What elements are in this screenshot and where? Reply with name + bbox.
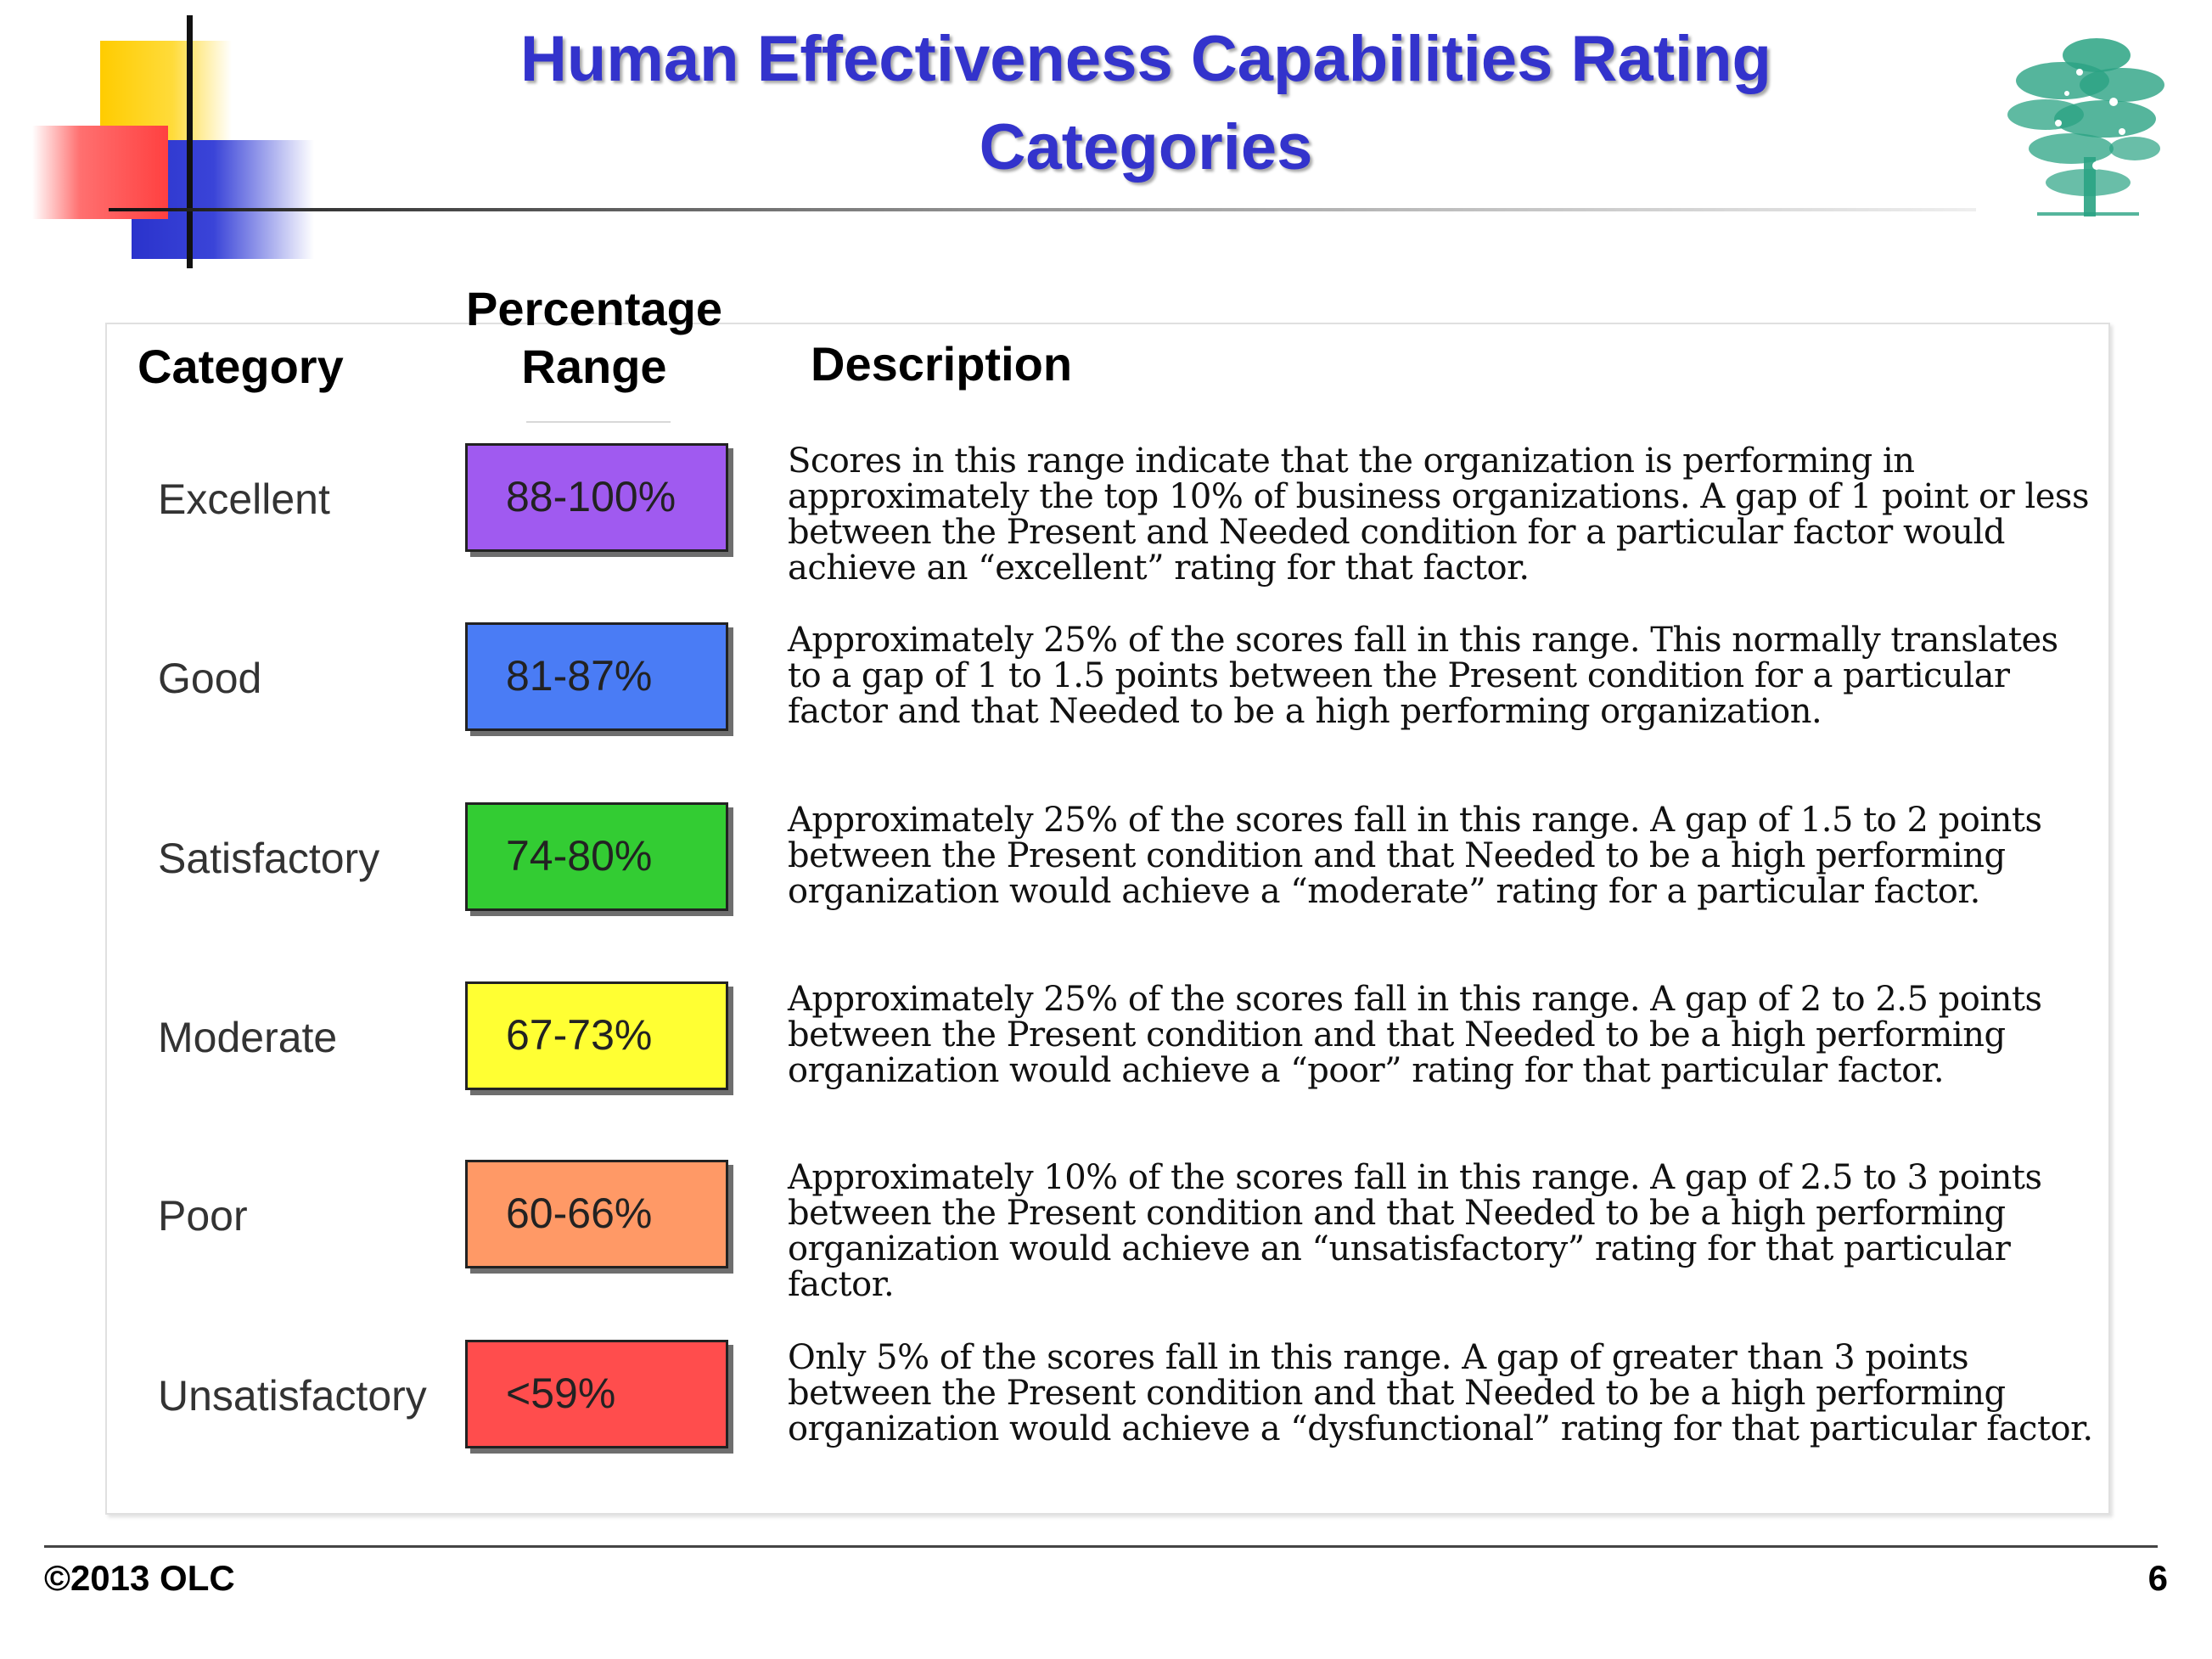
header-description: Description — [811, 337, 1073, 391]
range-label: 88-100% — [506, 473, 677, 520]
range-label: 67-73% — [506, 1011, 653, 1059]
footer-page-number: 6 — [2147, 1558, 2168, 1598]
description-text: Approximately 10% of the scores fall in … — [788, 1158, 2042, 1304]
title-underline — [109, 208, 1976, 211]
range-label: <59% — [506, 1369, 616, 1417]
range-label: 74-80% — [506, 832, 653, 880]
description-text: Approximately 25% of the scores fall in … — [788, 621, 2058, 731]
category-label: Satisfactory — [158, 835, 380, 882]
range-box: 60-66% — [465, 1160, 728, 1268]
rating-row-poor: Poor 60-66% Approximately 10% of the sco… — [0, 1160, 2212, 1302]
header-category: Category — [138, 340, 344, 393]
description-text: Approximately 25% of the scores fall in … — [788, 980, 2042, 1090]
rating-row-moderate: Moderate 67-73% Approximately 25% of the… — [0, 981, 2212, 1109]
range-box: 88-100% — [465, 443, 728, 552]
range-box: 67-73% — [465, 981, 728, 1090]
category-label: Moderate — [158, 1014, 338, 1061]
category-label: Good — [158, 655, 262, 702]
range-label: 81-87% — [506, 652, 653, 700]
slide-title: Human Effectiveness Capabilities Rating … — [340, 15, 1952, 192]
category-label: Unsatisfactory — [158, 1372, 427, 1420]
tree-icon — [2007, 38, 2164, 217]
header-percentage-line-1: Percentage — [466, 282, 722, 335]
slide-title-line-2: Categories — [979, 111, 1313, 183]
range-box: 74-80% — [465, 802, 728, 911]
footer-divider — [44, 1545, 2158, 1548]
description-text: Only 5% of the scores fall in this range… — [788, 1338, 2093, 1448]
rating-row-excellent: Excellent 88-100% Scores in this range i… — [0, 443, 2212, 586]
description-text: Approximately 25% of the scores fall in … — [788, 801, 2042, 911]
corner-red-block — [32, 126, 168, 219]
header-percentage-underline — [526, 421, 671, 423]
rating-row-unsatisfactory: Unsatisfactory <59% Only 5% of the score… — [0, 1340, 2212, 1467]
category-label: Excellent — [158, 475, 330, 523]
range-box: 81-87% — [465, 622, 728, 731]
header-percentage-range: Percentage Range — [450, 280, 738, 396]
rating-table-panel — [105, 323, 2110, 1515]
range-label: 60-66% — [506, 1189, 653, 1237]
category-label: Poor — [158, 1192, 248, 1240]
range-box: <59% — [465, 1340, 728, 1448]
rating-row-good: Good 81-87% Approximately 25% of the sco… — [0, 622, 2212, 750]
slide-title-line-1: Human Effectiveness Capabilities Rating — [520, 23, 1771, 95]
corner-vertical-line — [187, 15, 193, 268]
header-percentage-line-2: Range — [521, 340, 667, 393]
footer-copyright: ©2013 OLC — [44, 1558, 235, 1598]
rating-row-satisfactory: Satisfactory 74-80% Approximately 25% of… — [0, 802, 2212, 930]
description-text: Scores in this range indicate that the o… — [788, 441, 2089, 588]
